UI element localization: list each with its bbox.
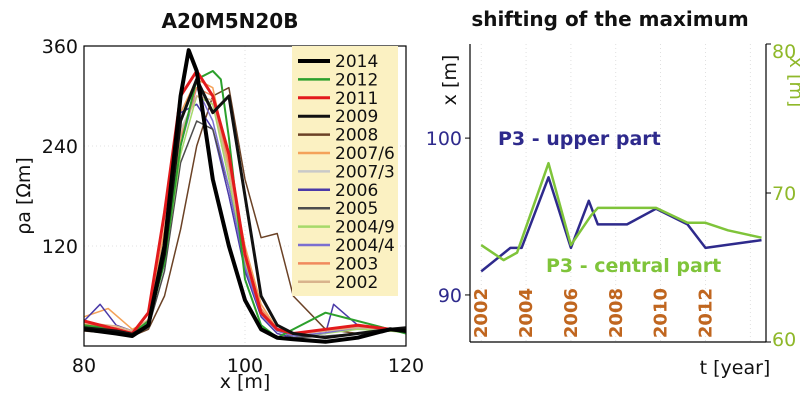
legend: 201420122011200920082007/62007/320062005… [292, 46, 398, 296]
year-tick-label: 2008 [606, 288, 627, 338]
legend-label: 2007/3 [335, 162, 395, 182]
right-series-lines [480, 161, 762, 273]
left-y-tick-labels: 120 240 360 [42, 36, 78, 258]
right-secondary-y-tick-label: 60 [772, 329, 796, 351]
legend-label: 2002 [335, 273, 378, 293]
legend-label: 2005 [335, 199, 378, 219]
series-line-central-part [480, 161, 762, 262]
right-chart: shifting of the maximum 90 100 60 70 80 200… [426, 7, 800, 379]
year-tick-label: 2010 [651, 288, 672, 338]
legend-label: 2006 [335, 181, 378, 201]
left-y-tick-label: 360 [42, 36, 78, 58]
left-plot-frame [83, 45, 407, 347]
left-y-axis-label: ρa [Ωm] [13, 157, 35, 235]
right-secondary-y-tick-labels: 60 70 80 [772, 41, 796, 351]
legend-label: 2011 [335, 89, 378, 109]
legend-label: 2004/4 [335, 236, 395, 256]
right-y-tick-labels: 90 100 [426, 128, 462, 307]
annotation-central-part: P3 - central part [546, 255, 721, 277]
right-y-tick-label: 100 [426, 128, 462, 150]
right-grid [480, 44, 751, 342]
legend-label: 2007/6 [335, 144, 395, 164]
year-tick-label: 2002 [471, 288, 492, 338]
left-x-tick-label: 80 [72, 355, 96, 377]
right-secondary-y-tick-label: 70 [772, 183, 796, 205]
left-series-lines [83, 48, 407, 344]
left-x-tick-labels: 80 100 120 [72, 355, 424, 377]
series-line-2012 [83, 70, 407, 339]
right-secondary-y-axis-label: x [m] [785, 57, 800, 108]
right-y-axis-label: x [m] [439, 55, 461, 106]
left-y-tick-label: 240 [42, 136, 78, 158]
left-y-tick-label: 120 [42, 236, 78, 258]
legend-label: 2009 [335, 107, 378, 127]
series-line-2014 [83, 48, 407, 344]
left-x-tick-label: 100 [227, 355, 263, 377]
left-x-tick-label: 120 [388, 355, 424, 377]
year-tick-labels: 2002 2004 2006 2008 2010 2012 [471, 288, 716, 338]
legend-label: 2004/9 [335, 218, 395, 238]
series-line-2011 [83, 69, 407, 335]
right-axes [465, 43, 771, 343]
right-secondary-y-tick-label: 80 [772, 41, 796, 63]
left-chart: A20M5N20B 120 240 360 80 100 120 x [m] ρa [Ω… [13, 9, 424, 393]
left-chart-title: A20M5N20B [162, 9, 299, 33]
left-x-axis-label: x [m] [220, 371, 271, 393]
year-tick-label: 2004 [516, 288, 537, 338]
legend-label: 2008 [335, 126, 378, 146]
year-tick-label: 2012 [695, 288, 716, 338]
right-x-axis-label: t [year] [700, 357, 771, 379]
legend-label: 2003 [335, 254, 378, 274]
annotation-upper-part: P3 - upper part [498, 128, 661, 150]
legend-label: 2014 [335, 52, 378, 72]
series-line-upper-part [480, 176, 762, 273]
legend-label: 2012 [335, 70, 378, 90]
right-y-tick-label: 90 [438, 285, 462, 307]
series-line-2002 [83, 95, 407, 336]
right-chart-title: shifting of the maximum [471, 7, 748, 31]
year-tick-label: 2006 [561, 288, 582, 338]
